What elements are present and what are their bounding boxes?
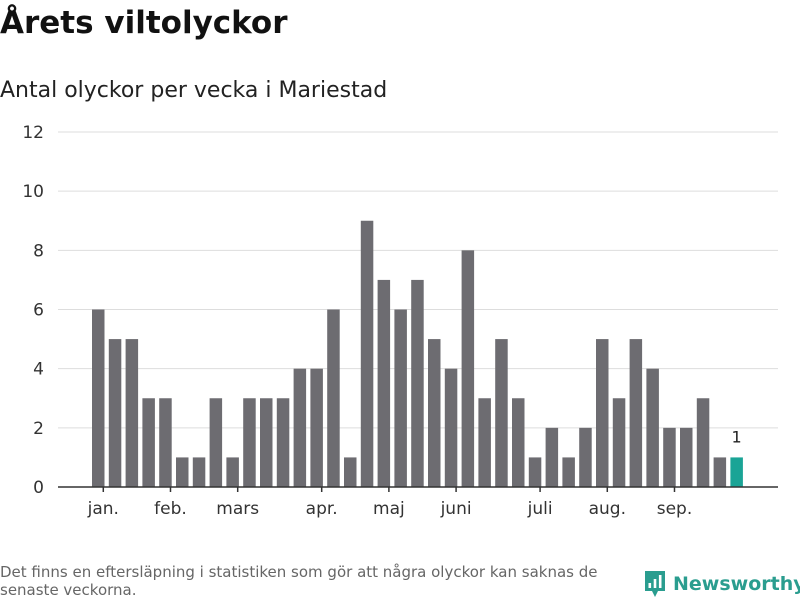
x-tick-label: maj <box>373 499 405 519</box>
bar <box>545 427 559 487</box>
bar <box>344 457 357 487</box>
newsworthy-logo-icon <box>645 571 665 597</box>
bar <box>243 398 256 487</box>
bar <box>495 339 508 487</box>
x-tick-label: aug. <box>589 499 626 519</box>
x-tick-label: apr. <box>306 499 338 519</box>
x-tick-label: juni <box>440 499 472 519</box>
bar <box>478 398 491 487</box>
chart-subtitle: Antal olyckor per vecka i Mariestad <box>0 78 388 103</box>
y-tick-label: 6 <box>33 301 44 321</box>
bar <box>159 398 172 487</box>
bar <box>596 339 609 487</box>
bar <box>528 457 542 487</box>
bar <box>125 339 139 487</box>
data-label: 1 <box>732 427 742 446</box>
bars <box>92 220 743 487</box>
x-tick-label: sep. <box>657 499 693 519</box>
bar <box>176 457 189 487</box>
bar <box>696 398 710 487</box>
bar <box>646 368 659 487</box>
footnote: Det finns en eftersläpning i statistiken… <box>0 563 598 599</box>
bar <box>579 427 592 487</box>
bar <box>444 368 458 487</box>
y-tick-label: 12 <box>22 123 44 143</box>
bar <box>142 398 155 487</box>
bar <box>713 457 727 487</box>
x-tick-label: mars <box>216 499 259 519</box>
bar <box>310 368 323 487</box>
y-axis-ticks: 0 2 4 6 8 10 12 <box>22 123 44 498</box>
y-tick-label: 10 <box>22 182 44 202</box>
bar <box>108 339 122 487</box>
bar <box>327 309 340 487</box>
brand-logo[interactable]: Newsworthy <box>643 567 800 601</box>
y-tick-label: 2 <box>33 419 44 439</box>
bar <box>92 309 105 487</box>
bar <box>260 398 273 487</box>
y-tick-label: 8 <box>33 241 44 261</box>
bar <box>629 339 643 487</box>
bar <box>192 457 206 487</box>
x-tick-label: juli <box>527 499 553 519</box>
bar-highlight <box>730 457 743 487</box>
bar <box>226 457 239 487</box>
bar <box>512 398 525 487</box>
bar <box>276 398 290 487</box>
x-axis-ticks: jan. feb. mars apr. maj juni juli aug. sep. <box>87 487 693 519</box>
y-tick-label: 0 <box>33 478 44 498</box>
bar <box>209 398 223 487</box>
bar <box>360 220 374 487</box>
bar <box>461 250 475 487</box>
x-tick-label: jan. <box>87 499 119 519</box>
bar <box>411 279 424 487</box>
bar <box>680 427 693 487</box>
chart-title: Årets viltolyckor <box>0 5 288 41</box>
bar <box>377 279 391 487</box>
bar <box>394 309 407 487</box>
x-tick-label: feb. <box>154 499 187 519</box>
bar <box>663 427 676 487</box>
bar <box>428 339 441 487</box>
y-tick-label: 4 <box>33 360 44 380</box>
bar <box>612 398 626 487</box>
bar-chart: 0 2 4 6 8 10 12 1 jan. feb. mars apr. maj juni juli a… <box>22 123 778 519</box>
bar <box>293 368 307 487</box>
bar <box>562 457 575 487</box>
brand-name: Newsworthy <box>673 573 800 595</box>
data-labels: 1 <box>732 427 742 446</box>
